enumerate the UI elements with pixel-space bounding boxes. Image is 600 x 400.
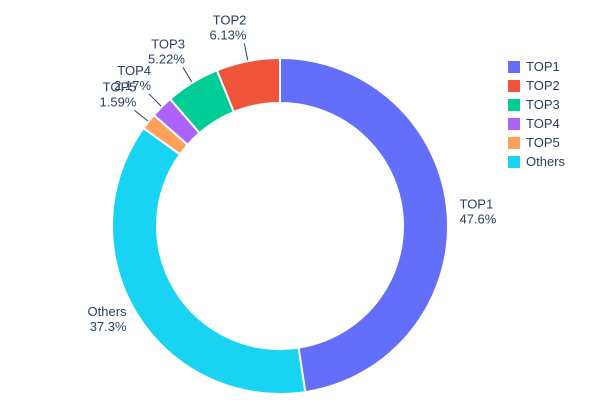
slice-top2[interactable] bbox=[215, 56, 281, 114]
donut-slices bbox=[111, 56, 449, 395]
legend-item-top3[interactable]: TOP3 bbox=[508, 97, 565, 112]
legend-item-top1[interactable]: TOP1 bbox=[508, 59, 565, 74]
legend-item-others[interactable]: Others bbox=[508, 154, 566, 169]
slice-label-others: Others 37.3% bbox=[88, 304, 128, 334]
leader-line-top2 bbox=[243, 43, 249, 61]
legend-swatch-others bbox=[508, 155, 520, 168]
leader-line-top4 bbox=[148, 93, 162, 107]
slice-label-top3: TOP3 5.22% bbox=[148, 36, 185, 66]
legend-label-top4: TOP4 bbox=[526, 116, 560, 131]
legend-item-top5[interactable]: TOP5 bbox=[508, 135, 565, 150]
legend-swatch-top2 bbox=[508, 79, 520, 92]
legend-label-top3: TOP3 bbox=[526, 97, 560, 112]
leader-line-top3 bbox=[182, 67, 193, 83]
legend-swatch-top1 bbox=[508, 60, 520, 73]
leader-line-top5 bbox=[134, 109, 148, 122]
legend-label-top2: TOP2 bbox=[526, 78, 560, 93]
slice-others[interactable] bbox=[111, 126, 307, 395]
legend-swatch-top5 bbox=[508, 136, 520, 149]
slice-label-top4: TOP4 2.17% bbox=[114, 63, 151, 93]
slice-top1[interactable] bbox=[279, 56, 449, 394]
slice-label-top5: TOP5 1.59% bbox=[100, 79, 137, 109]
legend-item-top2[interactable]: TOP2 bbox=[508, 78, 565, 93]
legend: TOP1 TOP2 TOP3 TOP4 TOP5 Others bbox=[508, 59, 566, 169]
legend-swatch-top3 bbox=[508, 98, 520, 111]
slice-labels: TOP1 47.6%Others 37.3%TOP5 1.59%TOP4 2.17%TO… bbox=[88, 12, 497, 334]
slice-label-top1: TOP1 47.6% bbox=[459, 196, 496, 226]
legend-label-others: Others bbox=[526, 154, 566, 169]
label-leader-lines bbox=[134, 43, 249, 122]
legend-label-top5: TOP5 bbox=[526, 135, 560, 150]
legend-item-top4[interactable]: TOP4 bbox=[508, 116, 565, 131]
legend-label-top1: TOP1 bbox=[526, 59, 560, 74]
legend-swatch-top4 bbox=[508, 117, 520, 130]
slice-label-top2: TOP2 6.13% bbox=[210, 12, 247, 42]
